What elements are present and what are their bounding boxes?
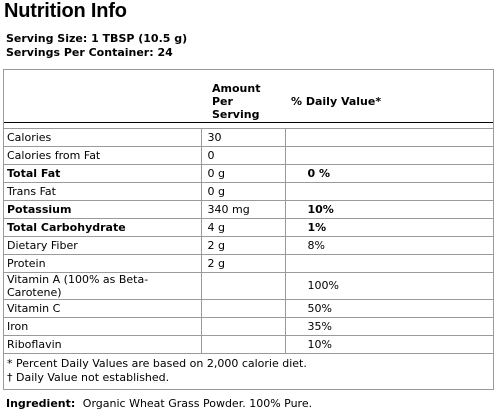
nutrient-amount	[201, 335, 286, 354]
table-row: Calories from Fat 0	[4, 146, 493, 165]
nutrient-amount: 2 g	[201, 236, 286, 255]
table-row: Total Carbohydrate 4 g 1%	[4, 218, 493, 237]
nutrient-name: Iron	[4, 317, 202, 336]
table-row: Vitamin A (100% as Beta-Carotene) 100%	[4, 272, 493, 300]
nutrient-daily-value: 0 %	[285, 164, 493, 183]
nutrient-amount: 0 g	[201, 164, 286, 183]
nutrient-name: Total Carbohydrate	[4, 218, 202, 237]
nutrient-daily-value: 8%	[285, 236, 493, 255]
table-row: Vitamin C 50%	[4, 299, 493, 318]
ingredient-text: Organic Wheat Grass Powder. 100% Pure.	[82, 397, 313, 410]
nutrient-amount: 0	[201, 146, 286, 165]
nutrient-amount: 4 g	[201, 218, 286, 237]
footnote-percent: * Percent Daily Values are based on 2,00…	[7, 357, 307, 370]
serving-size: Serving Size: 1 TBSP (10.5 g)	[6, 32, 188, 45]
nutrient-amount	[201, 317, 286, 336]
nutrient-name: Dietary Fiber	[4, 236, 202, 255]
nutrient-amount	[201, 272, 286, 300]
table-header: Amount Per Serving % Daily Value*	[4, 82, 493, 123]
footnote-dagger: † Daily Value not established.	[7, 371, 170, 384]
header-amount-line1: Amount Per	[212, 82, 261, 109]
nutrient-name: Potassium	[4, 200, 202, 219]
nutrient-name: Vitamin C	[4, 299, 202, 318]
table-row: Iron 35%	[4, 317, 493, 336]
nutrient-name: Trans Fat	[4, 182, 202, 201]
table-row: Calories 30	[4, 127, 493, 147]
header-amount: Amount Per Serving	[201, 82, 285, 123]
table-row: Riboflavin 10%	[4, 335, 493, 354]
nutrition-table: Amount Per Serving % Daily Value* Calori…	[4, 82, 493, 354]
nutrient-rows: Calories 30 Calories from Fat 0 Total Fat 0 g…	[4, 127, 493, 354]
ingredient-label: Ingredient:	[6, 397, 76, 410]
header-daily-value: % Daily Value*	[285, 82, 493, 123]
nutrient-name: Protein	[4, 254, 202, 273]
nutrient-daily-value: 100%	[285, 272, 493, 300]
nutrient-daily-value: 35%	[285, 317, 493, 336]
nutrient-daily-value: 1%	[285, 218, 493, 237]
table-row: Protein 2 g	[4, 254, 493, 273]
nutrient-amount: 340 mg	[201, 200, 286, 219]
nutrition-panel	[3, 69, 494, 390]
nutrient-daily-value	[285, 146, 493, 165]
nutrient-daily-value	[285, 254, 493, 273]
table-row: Potassium 340 mg 10%	[4, 200, 493, 219]
nutrient-amount: 2 g	[201, 254, 286, 273]
nutrient-name: Riboflavin	[4, 335, 202, 354]
nutrient-name: Total Fat	[4, 164, 202, 183]
header-amount-line2: Serving	[212, 108, 260, 122]
nutrient-daily-value	[285, 127, 493, 147]
table-row: Dietary Fiber 2 g 8%	[4, 236, 493, 255]
nutrient-amount	[201, 299, 286, 318]
nutrient-daily-value: 10%	[285, 200, 493, 219]
nutrient-daily-value: 50%	[285, 299, 493, 318]
servings-per-container: Servings Per Container: 24	[6, 46, 173, 59]
nutrient-name: Vitamin A (100% as Beta-Carotene)	[4, 272, 202, 300]
nutrient-name: Calories from Fat	[4, 146, 202, 165]
nutrient-daily-value	[285, 182, 493, 201]
nutrient-daily-value: 10%	[285, 335, 493, 354]
nutrient-name: Calories	[4, 127, 202, 147]
nutrient-amount: 0 g	[201, 182, 286, 201]
nutrient-amount: 30	[201, 127, 286, 147]
page-title: Nutrition Info	[4, 0, 127, 22]
table-row: Trans Fat 0 g	[4, 182, 493, 201]
ingredient-line: Ingredient: Organic Wheat Grass Powder. …	[6, 397, 312, 410]
header-nutrient	[4, 82, 201, 123]
